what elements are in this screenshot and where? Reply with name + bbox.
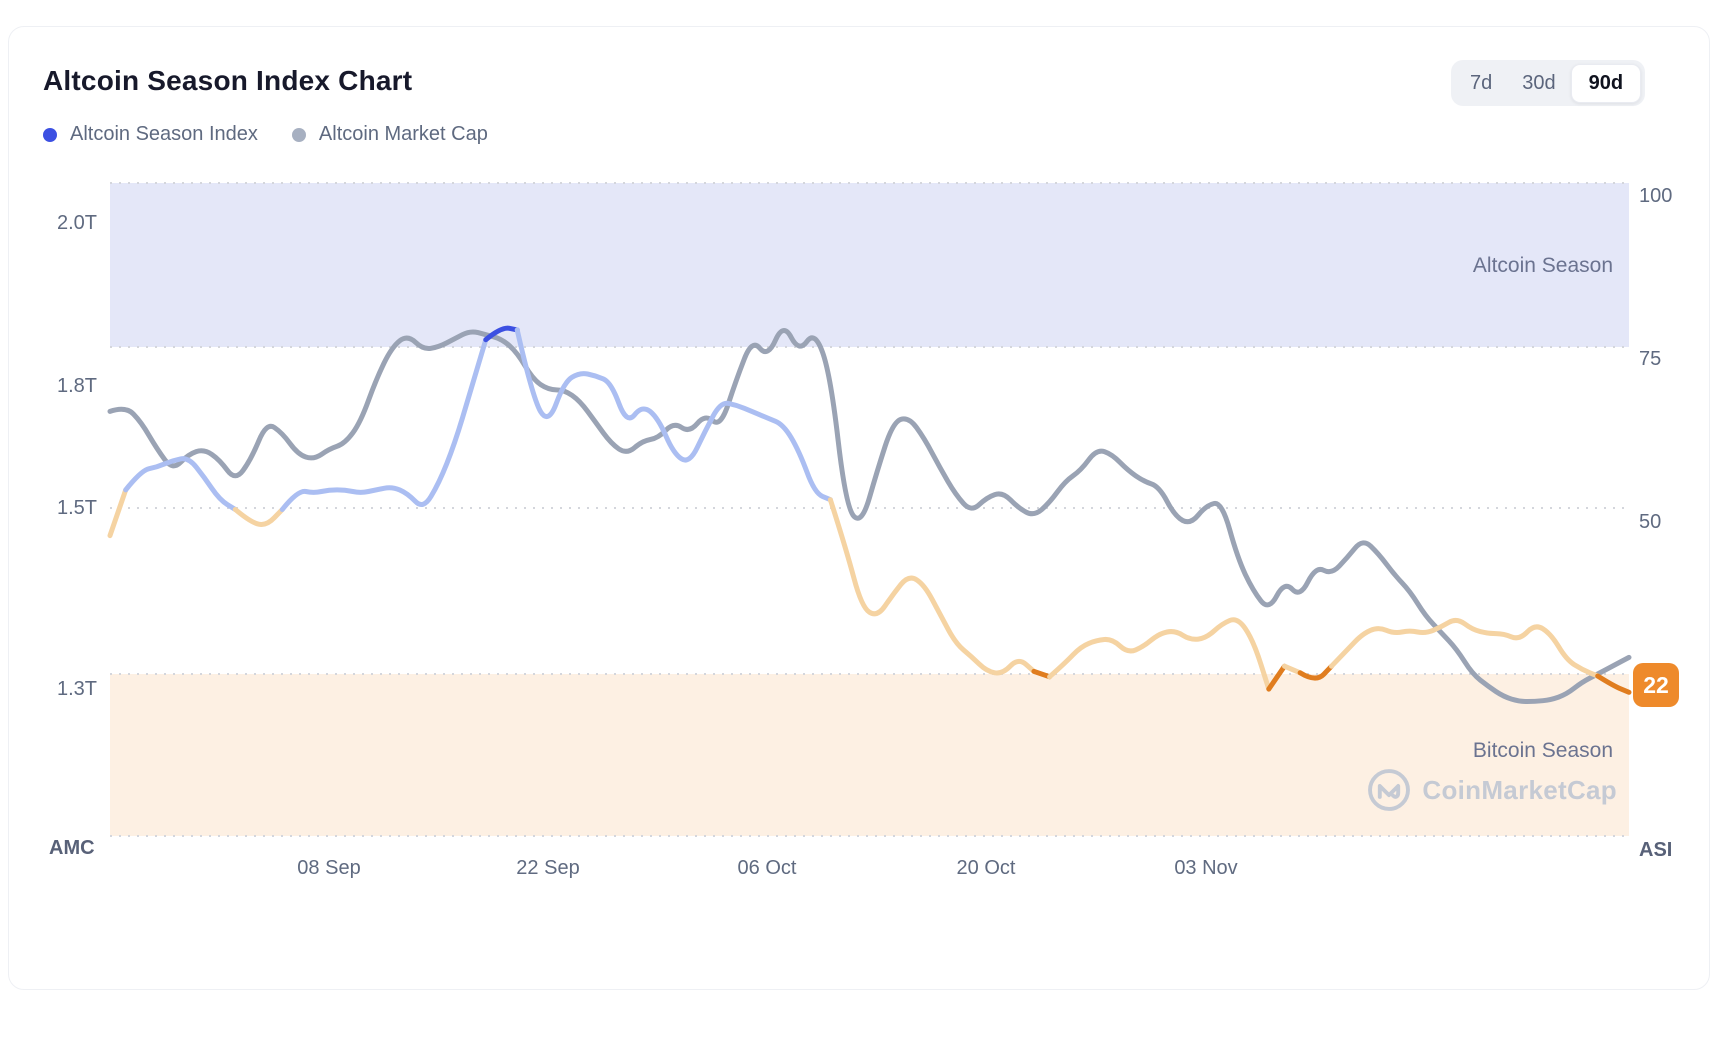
left-axis-tick-1-8t: 1.8T [56,375,97,397]
coinmarketcap-logo-icon [1368,769,1411,811]
legend-item-altcoin-season-index[interactable]: Altcoin Season Index [43,123,258,146]
left-axis-tick-1-3t: 1.3T [56,678,97,700]
range-button-7d[interactable]: 7d [1470,71,1493,94]
chart-plot-area[interactable] [107,182,1632,837]
range-button-30d[interactable]: 30d [1522,71,1556,94]
range-button-90d[interactable]: 90d [1570,63,1642,103]
bitcoin-season-band-label: Bitcoin Season [1472,739,1613,762]
page-title: Altcoin Season Index Chart [43,65,413,96]
x-tick-08-sep: 08 Sep [297,857,361,879]
left-axis-tick-1-5t: 1.5T [56,497,97,519]
x-tick-06-oct: 06 Oct [737,857,797,879]
altcoin-season-card: Altcoin Season Index Chart Altcoin Seaso… [8,26,1710,990]
left-axis-tick-2-0t: 2.0T [56,212,97,234]
x-tick-22-sep: 22 Sep [516,857,580,879]
watermark-text: CoinMarketCap [1422,774,1617,805]
chart-legend: Altcoin Season Index Altcoin Market Cap [43,123,488,146]
time-range-switcher: 7d 30d 90d [1451,60,1646,106]
legend-dot-gray-icon [291,127,306,142]
legend-label-amc: Altcoin Market Cap [318,123,488,145]
legend-item-altcoin-market-cap[interactable]: Altcoin Market Cap [291,123,488,146]
coinmarketcap-watermark: CoinMarketCap [1366,767,1617,813]
x-tick-20-oct: 20 Oct [956,857,1016,879]
right-axis-tick-100: 100 [1639,185,1673,207]
chart-svg [107,182,1632,837]
altcoin-season-band-label: Altcoin Season [1472,254,1613,277]
current-index-value-badge: 22 [1633,663,1679,707]
right-axis-name: ASI [1639,839,1673,861]
legend-dot-blue-icon [43,127,57,142]
legend-label-asi: Altcoin Season Index [70,123,258,145]
x-tick-03-nov: 03 Nov [1174,857,1238,879]
right-axis-tick-50: 50 [1639,511,1662,533]
left-axis-name: AMC [49,837,95,859]
right-axis-tick-75: 75 [1639,348,1662,370]
